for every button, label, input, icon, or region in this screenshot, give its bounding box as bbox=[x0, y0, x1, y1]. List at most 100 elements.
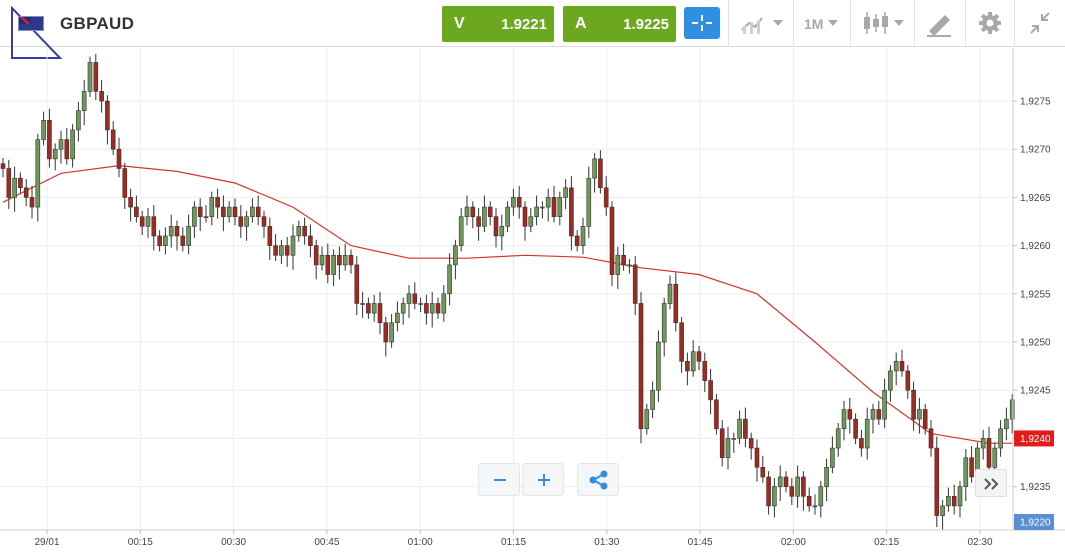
candle-body-bull bbox=[841, 409, 847, 430]
candle-body-bull bbox=[342, 254, 348, 266]
candle bbox=[429, 291, 435, 328]
candle-body-bull bbox=[499, 226, 505, 237]
candle bbox=[1004, 407, 1009, 441]
candle-body-bear bbox=[197, 206, 203, 217]
candle bbox=[157, 230, 162, 252]
candle-style-menu[interactable] bbox=[851, 0, 914, 47]
timeframe-menu[interactable] bbox=[794, 0, 850, 47]
candle bbox=[673, 272, 679, 332]
candle bbox=[708, 369, 713, 415]
price-chart[interactable]: 1,9235 1,9240 1,9245 1,9250 1,9255 1,9260 1,92… bbox=[0, 48, 1065, 560]
candle-body-bear bbox=[603, 187, 609, 208]
candle-body-bull bbox=[650, 389, 655, 410]
candle-body-bull bbox=[52, 148, 58, 160]
candle bbox=[244, 210, 249, 241]
candle bbox=[969, 446, 974, 483]
candle bbox=[232, 198, 238, 226]
candle-body-bull bbox=[882, 389, 887, 420]
candle bbox=[795, 465, 800, 508]
candle bbox=[400, 297, 406, 325]
candle-body-bull bbox=[441, 293, 447, 314]
candle bbox=[679, 316, 684, 373]
candle bbox=[592, 153, 597, 193]
candle-body-bull bbox=[511, 197, 516, 208]
candle bbox=[215, 188, 220, 219]
zoom-in-button[interactable] bbox=[522, 463, 564, 496]
candlestick-icon bbox=[864, 12, 888, 34]
candle-body-bear bbox=[383, 322, 389, 343]
candle bbox=[696, 345, 702, 370]
candle-body-bull bbox=[244, 216, 249, 227]
scroll-to-latest-button[interactable] bbox=[975, 469, 1007, 497]
candle bbox=[632, 256, 638, 316]
candle bbox=[337, 246, 342, 280]
collapse-button[interactable] bbox=[1015, 0, 1065, 47]
crosshair-button[interactable] bbox=[684, 7, 720, 39]
instrument-selector[interactable]: GBPAUD bbox=[0, 0, 230, 59]
candle-body-bull bbox=[331, 254, 336, 275]
candle bbox=[348, 249, 354, 274]
candle-body-bear bbox=[325, 254, 331, 275]
draw-tools-button[interactable] bbox=[915, 0, 965, 47]
corner-triangle-icon bbox=[11, 6, 62, 59]
candle-body-bear bbox=[673, 283, 679, 324]
candle bbox=[273, 234, 278, 262]
candle bbox=[6, 159, 12, 209]
candle-body-bull bbox=[737, 418, 742, 439]
candle-body-bear bbox=[174, 226, 180, 237]
toolbar: GBPAUD V 1.9221 A 1.9225 bbox=[0, 0, 1065, 59]
chevron-down-icon bbox=[773, 20, 783, 26]
candle-body-bull bbox=[534, 206, 539, 217]
y-tick-label: 1,9255 bbox=[1020, 289, 1051, 300]
candle-body-bear bbox=[969, 457, 974, 478]
chart-type-menu[interactable] bbox=[729, 0, 793, 47]
candle bbox=[801, 471, 806, 511]
candle-body-bull bbox=[400, 303, 406, 314]
x-tick-label: 01:45 bbox=[688, 537, 713, 548]
candle bbox=[35, 133, 41, 222]
candle bbox=[586, 166, 592, 238]
candle bbox=[963, 449, 969, 502]
candle-body-bear bbox=[476, 216, 481, 227]
settings-button[interactable] bbox=[966, 0, 1014, 47]
double-chevron-right-icon bbox=[984, 478, 999, 490]
candle bbox=[656, 330, 661, 402]
candle-body-bull bbox=[250, 206, 255, 217]
candle bbox=[841, 400, 847, 441]
candle-body-bear bbox=[93, 62, 99, 92]
candle-body-bear bbox=[267, 226, 273, 246]
x-tick-label: 02:15 bbox=[874, 537, 899, 548]
candle bbox=[279, 239, 284, 264]
toolbar-divider bbox=[728, 0, 729, 47]
candle-body-bull bbox=[464, 206, 470, 217]
candle bbox=[371, 294, 377, 322]
candle bbox=[209, 191, 215, 226]
candle-body-bull bbox=[87, 62, 93, 92]
candle-body-bear bbox=[493, 216, 499, 237]
x-tick-label: 02:30 bbox=[967, 537, 992, 548]
candle bbox=[911, 381, 916, 431]
candle bbox=[470, 201, 476, 229]
share-button[interactable] bbox=[577, 463, 619, 496]
zoom-out-button[interactable] bbox=[478, 463, 520, 496]
candle bbox=[23, 179, 29, 207]
buy-button[interactable]: A 1.9225 bbox=[563, 6, 676, 42]
sell-price: 1.9221 bbox=[501, 16, 547, 33]
candle-body-bear bbox=[348, 254, 354, 266]
candle-body-bull bbox=[360, 303, 365, 305]
candle-body-bull bbox=[812, 505, 818, 508]
y-tick-label: 1,9275 bbox=[1020, 97, 1051, 108]
candle bbox=[627, 259, 632, 274]
candle bbox=[151, 205, 157, 251]
candle bbox=[661, 297, 667, 357]
candle-body-bull bbox=[279, 245, 284, 256]
candle-body-bull bbox=[864, 418, 870, 449]
candle bbox=[325, 243, 331, 284]
sell-button[interactable]: V 1.9221 bbox=[442, 6, 554, 42]
candle-body-bear bbox=[215, 197, 220, 208]
candle bbox=[621, 243, 626, 271]
candle bbox=[81, 79, 87, 126]
candle-body-bull bbox=[998, 428, 1003, 449]
candle-body-bear bbox=[470, 206, 476, 217]
x-tick-label: 00:45 bbox=[314, 537, 339, 548]
